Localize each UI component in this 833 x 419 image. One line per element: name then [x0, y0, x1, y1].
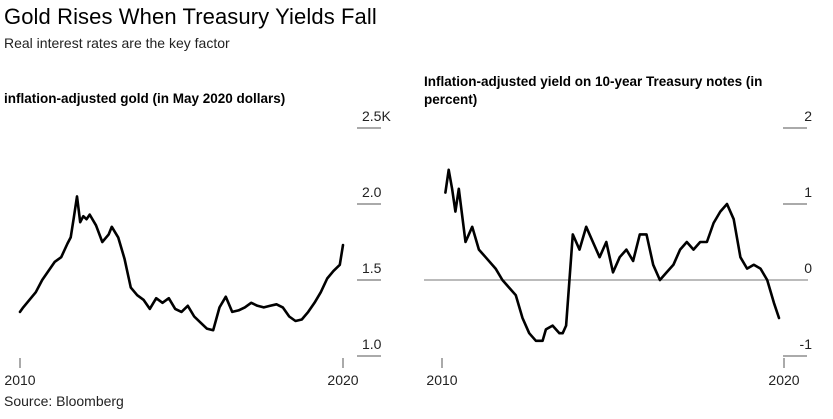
yield-panel-title: Inflation-adjusted yield on 10-year Trea… — [424, 74, 763, 107]
gold-y-tick-label: 1.5 — [362, 260, 382, 276]
yield-y-tick-label: 2 — [804, 108, 812, 124]
gold-y-tick-label: 2.5K — [362, 108, 391, 124]
yield-x-tick-label: 2010 — [426, 372, 457, 388]
gold-panel-title: inflation-adjusted gold (in May 2020 dol… — [4, 91, 286, 106]
yield-x-tick-label: 2020 — [768, 372, 799, 388]
gold-series-line — [18, 195, 345, 332]
source-note: Source: Bloomberg — [4, 393, 124, 409]
yield-y-tick-label: 1 — [804, 184, 812, 200]
gold-y-tick-label: 2.0 — [362, 184, 382, 200]
chart-title: Gold Rises When Treasury Yields Fall — [4, 4, 377, 29]
yield-y-tick-label: -1 — [800, 336, 813, 352]
yield-series-line — [444, 168, 781, 343]
gold-x-tick-label: 2010 — [4, 372, 35, 388]
chart-subtitle: Real interest rates are the key factor — [4, 35, 230, 51]
yield-y-tick-label: 0 — [804, 260, 812, 276]
gold-y-tick-label: 1.0 — [362, 336, 382, 352]
gold-x-tick-label: 2020 — [327, 372, 358, 388]
